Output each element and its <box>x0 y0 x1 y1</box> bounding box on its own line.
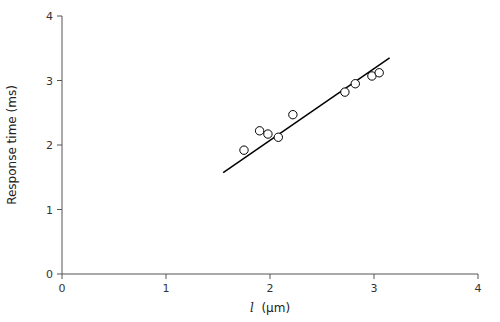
y-tick-label: 0 <box>46 268 53 281</box>
y-tick-label: 2 <box>46 139 53 152</box>
chart-container: 0 1 2 3 4 0 1 2 3 4 l (μm) Response time (ms) <box>0 0 500 322</box>
chart: 0 1 2 3 4 0 1 2 3 4 l (μm) Response time (ms) <box>0 0 500 322</box>
data-point <box>240 146 248 154</box>
x-tick-label: 0 <box>59 282 66 295</box>
trend-line <box>223 58 389 173</box>
x-tick <box>270 274 271 279</box>
plot-area <box>223 58 389 173</box>
x-tick-label: 1 <box>163 282 170 295</box>
data-point <box>351 80 359 88</box>
y-tick-label: 1 <box>46 204 53 217</box>
y-tick <box>57 80 62 81</box>
data-point <box>289 110 297 118</box>
x-tick <box>478 274 479 279</box>
data-point <box>375 69 383 77</box>
x-tick-label: 4 <box>475 282 482 295</box>
x-tick-label: 3 <box>371 282 378 295</box>
data-point <box>255 127 263 135</box>
y-tick <box>57 16 62 17</box>
y-tick-label: 4 <box>46 10 53 23</box>
y-axis-label: Response time (ms) <box>5 85 19 205</box>
axes: 0 1 2 3 4 0 1 2 3 4 <box>46 10 482 295</box>
x-tick <box>374 274 375 279</box>
x-axis-label: l (μm) <box>250 301 290 315</box>
data-point <box>264 130 272 138</box>
y-tick <box>57 209 62 210</box>
y-tick <box>57 145 62 146</box>
data-point <box>341 88 349 96</box>
y-tick <box>57 274 62 275</box>
x-tick-label: 2 <box>267 282 274 295</box>
y-tick-label: 3 <box>46 75 53 88</box>
x-tick <box>62 274 63 279</box>
x-tick <box>166 274 167 279</box>
data-point <box>274 133 282 141</box>
